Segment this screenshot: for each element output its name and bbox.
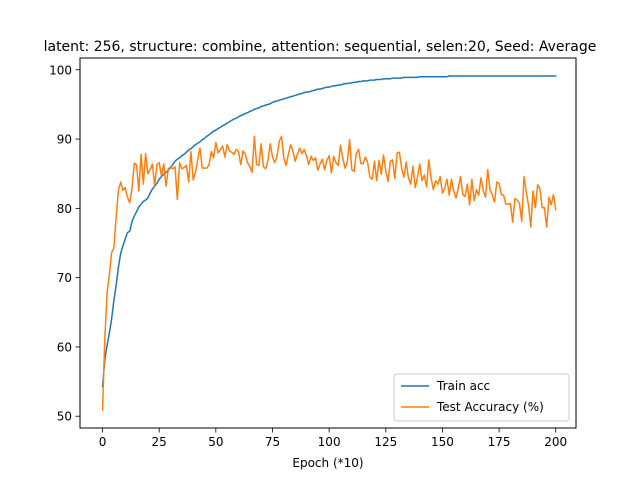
series-layer: [101, 75, 557, 411]
legend: Train acc Test Accuracy (%): [393, 373, 570, 422]
y-tick-label: 90: [57, 133, 72, 147]
y-tick-label: 80: [57, 202, 72, 216]
x-tick-label: 50: [208, 435, 223, 449]
series-train-acc-line: [101, 75, 557, 388]
plot-area: [80, 58, 576, 428]
y-tick-label: 50: [57, 410, 72, 424]
x-axis-label: Epoch (*10): [292, 456, 363, 470]
x-tick-label: 75: [265, 435, 280, 449]
y-axis-ticks: 50 60 70 80 90 100: [49, 63, 80, 424]
y-tick-label: 60: [57, 340, 72, 354]
x-tick-label: 25: [152, 435, 167, 449]
chart-title: latent: 256, structure: combine, attenti…: [44, 39, 597, 55]
legend-label-train: Train acc: [436, 379, 490, 393]
x-tick-label: 100: [318, 435, 341, 449]
x-axis-ticks: 0 25 50 75 100 125 150 175 200: [99, 428, 567, 449]
x-tick-label: 200: [544, 435, 567, 449]
series-test-accuracy-line: [101, 135, 557, 411]
x-tick-label: 150: [431, 435, 454, 449]
legend-box: [393, 373, 570, 422]
axes-frame: [79, 57, 577, 429]
y-tick-label: 100: [49, 63, 72, 77]
y-tick-label: 70: [57, 271, 72, 285]
x-tick-label: 175: [488, 435, 511, 449]
legend-label-test: Test Accuracy (%): [436, 400, 544, 414]
x-tick-label: 0: [99, 435, 107, 449]
x-tick-label: 125: [374, 435, 397, 449]
